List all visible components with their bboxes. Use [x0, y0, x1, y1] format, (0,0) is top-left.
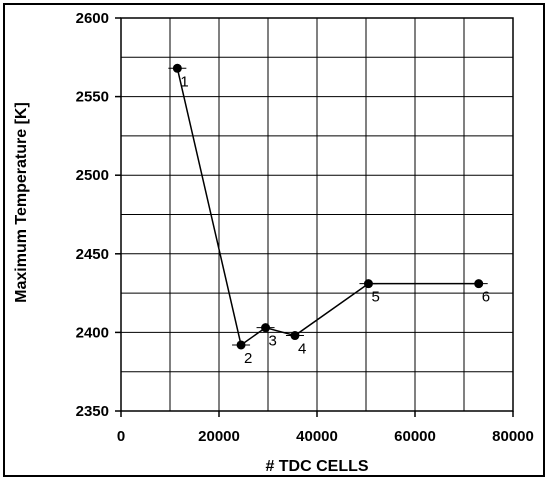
point-label: 3	[269, 333, 277, 350]
x-axis-label: # TDC CELLS	[265, 458, 368, 475]
point-label: 1	[180, 73, 188, 90]
point-label: 6	[482, 289, 490, 306]
y-axis-ticks: 2350 2400 2450 2500 2550 2600	[76, 10, 121, 420]
data-point	[363, 279, 373, 289]
x-tick-label: 80000	[492, 428, 534, 445]
y-tick-label: 2400	[76, 324, 109, 341]
y-tick-label: 2550	[76, 89, 109, 106]
point-label: 4	[298, 341, 306, 358]
x-tick-label: 0	[117, 428, 125, 445]
data-point	[236, 340, 246, 350]
x-tick-label: 20000	[198, 428, 240, 445]
data-point	[261, 323, 271, 333]
y-tick-label: 2350	[76, 403, 109, 420]
y-tick-label: 2500	[76, 167, 109, 184]
data-point	[474, 279, 484, 289]
series: 123 45 6	[168, 63, 490, 367]
y-tick-label: 2450	[76, 246, 109, 263]
chart-frame	[3, 3, 545, 477]
x-tick-label: 60000	[394, 428, 436, 445]
grid-lines	[121, 18, 513, 411]
point-label: 5	[371, 289, 379, 306]
x-tick-label: 40000	[296, 428, 338, 445]
x-axis-ticks: 0 20000 40000 60000 80000	[117, 411, 534, 445]
data-point	[290, 331, 300, 341]
series-line	[176, 68, 479, 347]
y-tick-label: 2600	[76, 10, 109, 27]
point-label: 2	[244, 350, 252, 367]
y-axis-label: Maximum Temperature [K]	[13, 102, 30, 303]
data-point	[172, 63, 182, 73]
